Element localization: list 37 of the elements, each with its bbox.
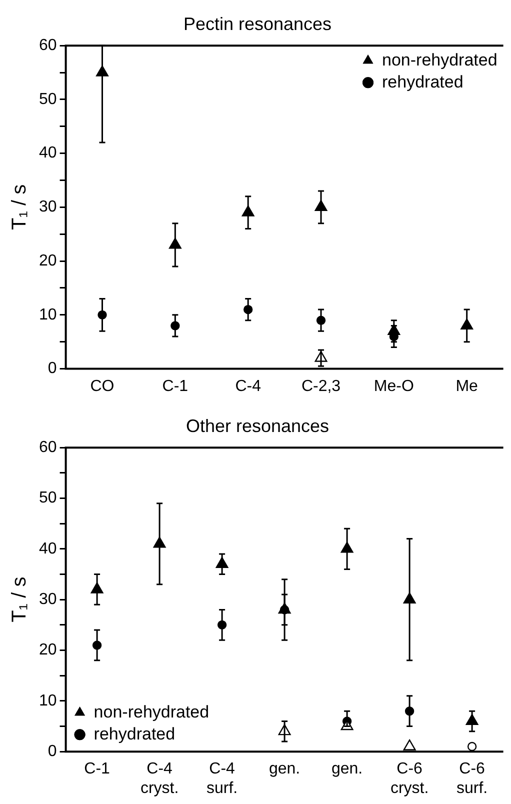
y-tick-label: 50	[39, 490, 57, 507]
x-tick-label: gen.	[331, 760, 363, 778]
legend-label: rehydrated	[94, 724, 176, 744]
y-tick-label: 60	[39, 37, 57, 54]
point	[403, 739, 416, 750]
y-tick-label: 40	[39, 540, 57, 558]
y-axis-title: T₁ / s	[8, 184, 31, 230]
x-tick-label: C-1	[84, 760, 110, 778]
y-tick-label: 0	[48, 743, 57, 760]
y-tick-label: 20	[39, 252, 57, 270]
x-tick-label: Me-O	[374, 378, 414, 395]
x-tick-label: C-4 cryst.	[140, 760, 179, 797]
y-tick-label: 20	[39, 642, 57, 659]
legend-label: non-rehydrated	[382, 50, 498, 70]
chart-title: Other resonances	[186, 416, 330, 436]
y-tick-label: 50	[39, 90, 57, 108]
x-tick-label: C-6 surf.	[456, 760, 488, 797]
x-tick-label: C-2,3	[301, 378, 341, 395]
y-tick-label: 30	[39, 198, 57, 216]
legend-label: rehydrated	[382, 72, 464, 92]
y-tick-label: 10	[39, 692, 57, 710]
legend-label: non-rehydrated	[94, 702, 210, 722]
x-tick-label: C-6 cryst.	[390, 760, 429, 797]
x-tick-label: C-4	[235, 378, 262, 395]
x-tick-label: CO	[90, 378, 114, 395]
y-axis-title: T₁ / s	[8, 576, 31, 622]
y-tick-label: 60	[39, 439, 57, 456]
chart-title: Pectin resonances	[183, 14, 332, 34]
y-tick-label: 30	[39, 591, 57, 608]
y-tick-label: 10	[39, 306, 57, 324]
y-tick-label: 40	[39, 144, 57, 162]
point	[467, 742, 477, 752]
x-tick-label: C-1	[162, 378, 188, 395]
y-tick-label: 0	[48, 360, 57, 378]
x-tick-label: Me	[456, 378, 478, 395]
x-tick-label: C-4 surf.	[206, 760, 238, 797]
x-tick-label: gen.	[268, 760, 300, 778]
